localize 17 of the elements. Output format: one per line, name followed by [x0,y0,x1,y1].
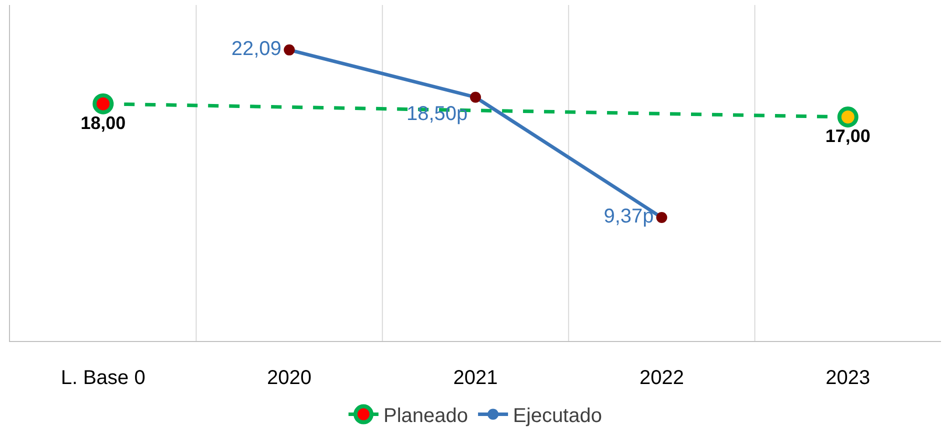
point [656,212,668,224]
x-tick-label: 2023 [826,367,870,389]
data-label: 18,50p [406,103,468,126]
x-tick-label: 2020 [267,367,312,389]
data-label: 9,37p [604,206,654,228]
point [284,44,295,56]
data-label: 18,00 [80,112,126,133]
x-tick-label: 2021 [453,367,498,389]
legend-label: Planeado [384,405,468,428]
legend-label: Ejecutado [513,405,602,428]
point [470,92,481,103]
point [92,93,114,114]
x-tick-label: L. Base 0 [60,367,146,389]
x-tick-label: 2022 [639,367,684,389]
point [837,106,858,128]
data-label: 17,00 [825,126,870,146]
data-label: 22,09 [231,38,282,60]
